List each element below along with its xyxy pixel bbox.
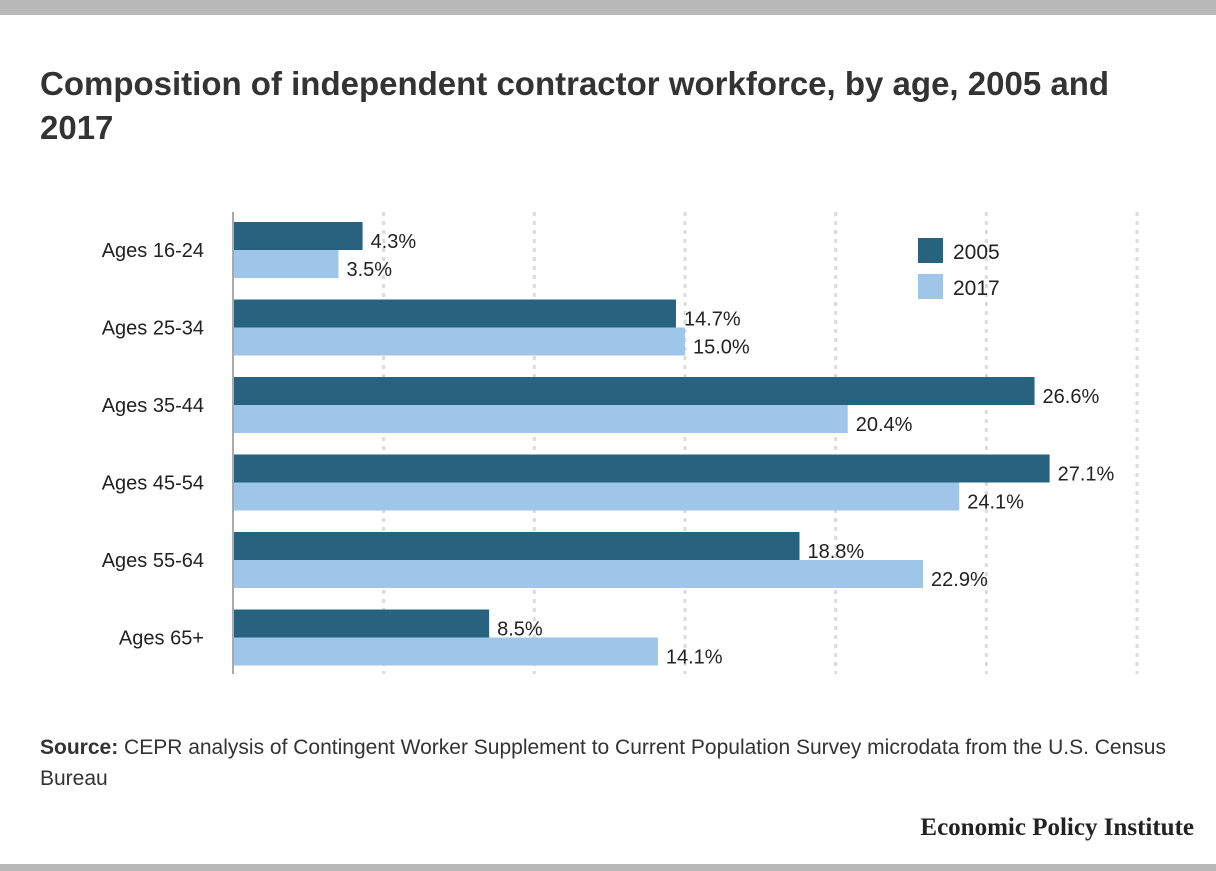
bar: [233, 560, 924, 588]
value-label: 14.1%: [666, 647, 723, 669]
bar: [233, 250, 339, 278]
value-label: 15.0%: [693, 337, 750, 359]
bar-chart: Ages 16-24 Ages 25-34 Ages 35-44 Ages 45-54…: [102, 212, 1139, 674]
bar: [233, 299, 676, 328]
brand-logo: Economic Policy Institute: [920, 814, 1194, 841]
source-note: Source: CEPR analysis of Contingent Work…: [40, 732, 1170, 794]
value-label: 24.1%: [967, 492, 1024, 514]
legend-swatch: [918, 238, 943, 263]
category-label: Ages 16-24: [102, 240, 204, 262]
source-label: Source:: [40, 736, 119, 759]
legend: 2005 2017: [918, 238, 1000, 300]
value-label: 4.3%: [371, 231, 417, 253]
value-label: 8.5%: [497, 619, 543, 641]
bar: [233, 532, 800, 560]
category-label: Ages 55-64: [102, 550, 204, 572]
chart-title: Composition of independent contractor wo…: [40, 65, 1110, 146]
source-text: CEPR analysis of Contingent Worker Suppl…: [40, 736, 1166, 790]
bar: [233, 609, 490, 638]
bar: [233, 377, 1035, 405]
legend-swatch: [918, 274, 943, 299]
legend-label: 2005: [953, 241, 1000, 264]
legend-label: 2017: [953, 277, 1000, 300]
bar: [233, 222, 363, 250]
value-label: 3.5%: [346, 259, 392, 281]
category-label: Ages 65+: [119, 628, 204, 650]
category-label: Ages 45-54: [102, 473, 204, 495]
top-rule: [0, 0, 1216, 15]
value-label: 26.6%: [1043, 386, 1100, 408]
bars: [233, 222, 1050, 666]
bottom-rule: [0, 864, 1216, 871]
value-label: 22.9%: [931, 569, 988, 591]
bar: [233, 327, 685, 356]
value-label: 27.1%: [1058, 464, 1115, 486]
value-label: 20.4%: [856, 414, 913, 436]
bar: [233, 482, 960, 511]
category-label: Ages 35-44: [102, 395, 204, 417]
category-labels: Ages 16-24 Ages 25-34 Ages 35-44 Ages 45-54…: [102, 240, 204, 650]
value-label: 14.7%: [684, 309, 741, 331]
value-labels: 4.3% 3.5% 14.7% 15.0% 26.6% 20.4% 27.1% 24.1% 18…: [346, 231, 1114, 669]
category-label: Ages 25-34: [102, 318, 204, 340]
bar: [233, 637, 658, 666]
bar: [233, 454, 1050, 483]
gridlines: [382, 212, 1139, 674]
value-label: 18.8%: [808, 541, 865, 563]
bar: [233, 405, 848, 433]
